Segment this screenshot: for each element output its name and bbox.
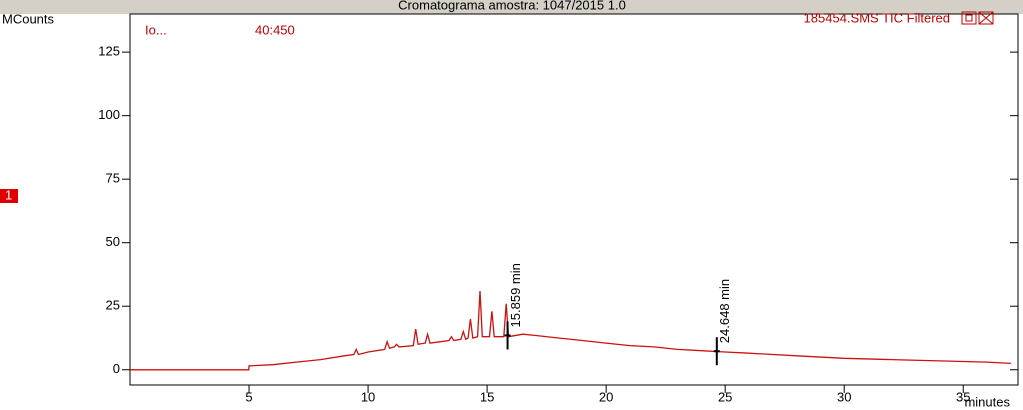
marker-badge: [0, 189, 18, 203]
chart-title: Cromatograma amostra: 1047/2015 1.0: [398, 0, 626, 12]
y-axis-label: MCounts: [2, 11, 55, 26]
y-tick-label: 0: [113, 361, 120, 376]
x-tick-label: 30: [837, 389, 851, 404]
restore-icon[interactable]: [961, 11, 977, 25]
y-tick-label: 125: [98, 44, 120, 59]
ion-label: Io...: [145, 22, 167, 37]
annotation-label: 15.859 min: [508, 263, 523, 327]
restore-icon-inner: [965, 14, 973, 22]
annotation-label: 24.648 min: [717, 279, 732, 343]
close-icon-cross: [978, 11, 994, 25]
mass-range: 40:450: [255, 22, 295, 37]
x-tick-label: 5: [245, 389, 252, 404]
x-tick-label: 35: [956, 389, 970, 404]
x-axis-label: minutes: [964, 394, 1010, 409]
y-tick-label: 100: [98, 107, 120, 122]
title-bar: [0, 0, 1023, 14]
close-icon[interactable]: [978, 11, 994, 25]
y-tick-label: 75: [106, 171, 120, 186]
y-tick-label: 25: [106, 298, 120, 313]
x-tick-label: 15: [480, 389, 494, 404]
marker-label: 1: [5, 187, 12, 202]
plot-frame: [129, 13, 1019, 386]
file-label: 185454.SMS TIC Filtered: [804, 10, 950, 25]
trace: [130, 290, 1011, 371]
x-tick-label: 20: [599, 389, 613, 404]
x-tick-label: 25: [718, 389, 732, 404]
x-tick-label: 10: [361, 389, 375, 404]
y-tick-label: 50: [106, 234, 120, 249]
